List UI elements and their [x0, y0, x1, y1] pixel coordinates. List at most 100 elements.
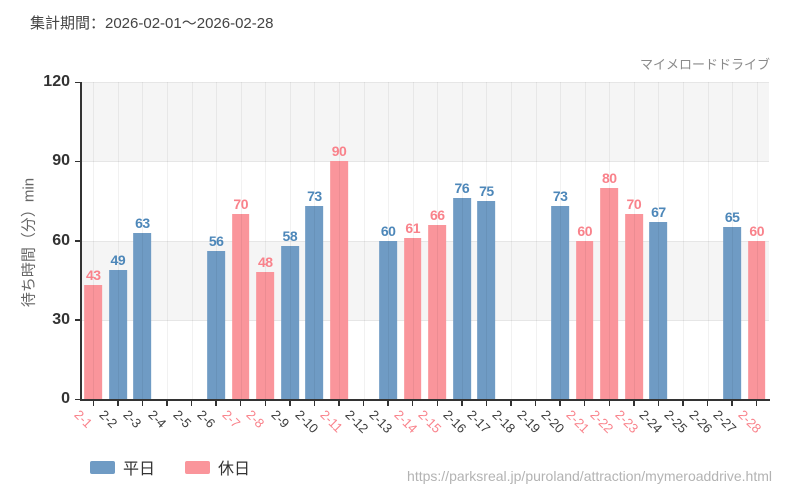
x-tick-mark	[215, 401, 217, 406]
x-tick-label: 2-4	[145, 407, 170, 431]
aggregation-period-label: 集計期間：2026-02-01～2026-02-28	[30, 15, 274, 32]
weekday-color-swatch	[90, 460, 115, 474]
x-tick-mark	[166, 401, 168, 406]
x-tick-label: 2-26	[685, 407, 715, 437]
y-axis-line	[80, 82, 82, 400]
x-tick-mark	[436, 401, 439, 406]
x-tick-label: 2-13	[366, 407, 396, 437]
x-tick-mark	[633, 401, 635, 406]
bar-value-label: 60	[749, 222, 764, 239]
bar-value-label: 49	[110, 251, 126, 268]
x-tick-label: 2-14	[391, 407, 421, 437]
h-gridline	[81, 240, 769, 242]
x-tick-mark	[264, 401, 267, 406]
bar-value-label: 60	[577, 222, 592, 239]
chart-legend: 平日 休日	[90, 455, 250, 479]
x-tick-mark	[755, 401, 758, 406]
x-tick-mark	[534, 401, 537, 406]
x-tick-mark	[141, 401, 144, 406]
holiday-bar[interactable]	[428, 224, 447, 399]
holiday-bar[interactable]	[256, 272, 275, 399]
bar-value-label: 67	[651, 204, 666, 221]
bar-value-label: 65	[724, 209, 740, 226]
bar-value-label: 58	[282, 227, 298, 244]
x-tick-label: 2-6	[194, 407, 219, 431]
bar-value-label: 48	[257, 254, 273, 271]
x-tick-mark	[239, 401, 242, 406]
x-tick-mark	[485, 401, 488, 406]
x-tick-mark	[92, 401, 95, 406]
weekday-bar[interactable]	[723, 227, 741, 399]
holiday-bar[interactable]	[84, 285, 103, 399]
legend-item-weekday[interactable]: 平日	[90, 455, 155, 479]
x-tick-label: 2-9	[268, 407, 293, 431]
weekday-bar[interactable]	[477, 200, 496, 399]
weekday-bar[interactable]	[133, 232, 152, 399]
weekday-bar[interactable]	[649, 222, 668, 399]
holiday-bar[interactable]	[330, 161, 348, 399]
x-tick-label: 2-1	[71, 407, 96, 431]
x-tick-label: 2-17	[464, 407, 494, 437]
bar-value-label: 73	[552, 188, 568, 205]
holiday-bar[interactable]	[231, 214, 250, 399]
y-tick-mark	[75, 240, 80, 242]
holiday-bar[interactable]	[747, 240, 766, 399]
x-tick-mark	[657, 401, 660, 406]
holiday-bar[interactable]	[403, 237, 422, 399]
x-tick-label: 2-8	[243, 407, 268, 431]
x-tick-label: 2-24	[636, 407, 666, 437]
h-gridline	[81, 319, 769, 321]
x-tick-mark	[313, 401, 316, 406]
y-tick-mark	[75, 319, 80, 321]
bar-value-label: 73	[307, 188, 322, 205]
weekday-bar[interactable]	[379, 240, 397, 399]
weekday-bar[interactable]	[453, 198, 471, 399]
y-tick-label: 60	[52, 231, 70, 249]
weekday-bar[interactable]	[551, 206, 569, 399]
bar-value-label: 56	[208, 233, 224, 250]
x-tick-mark	[461, 401, 463, 406]
holiday-bar[interactable]	[625, 214, 643, 399]
x-tick-label: 2-25	[661, 407, 691, 437]
x-tick-mark	[289, 401, 291, 406]
holiday-bar[interactable]	[575, 240, 594, 399]
bar-value-label: 60	[380, 222, 396, 239]
x-tick-label: 2-15	[415, 407, 445, 437]
x-tick-label: 2-23	[612, 407, 642, 437]
legend-label-weekday: 平日	[123, 461, 156, 478]
x-tick-mark	[510, 401, 512, 406]
bar-value-label: 90	[331, 143, 347, 160]
y-tick-label: 90	[52, 152, 70, 170]
x-tick-mark	[682, 401, 684, 406]
x-tick-label: 2-5	[169, 407, 194, 431]
bar-value-label: 66	[429, 206, 445, 223]
weekday-bar[interactable]	[281, 245, 299, 399]
bar-value-label: 75	[479, 182, 494, 199]
weekday-bar[interactable]	[207, 251, 225, 399]
x-tick-mark	[362, 401, 365, 406]
x-tick-label: 2-19	[513, 407, 543, 437]
bar-value-label: 61	[405, 219, 420, 236]
x-tick-label: 2-28	[735, 407, 765, 437]
x-axis-line	[80, 399, 770, 401]
weekday-bar[interactable]	[109, 269, 127, 399]
x-tick-mark	[706, 401, 709, 406]
bar-value-label: 76	[454, 180, 470, 197]
x-tick-mark	[411, 401, 414, 406]
bar-value-label: 80	[601, 169, 617, 186]
weekday-bar[interactable]	[305, 206, 324, 399]
x-tick-label: 2-27	[710, 407, 740, 437]
legend-item-holiday[interactable]: 休日	[185, 455, 250, 479]
y-tick-mark	[75, 160, 80, 163]
x-tick-label: 2-18	[489, 407, 519, 437]
x-tick-label: 2-11	[317, 407, 346, 436]
shade-band	[81, 82, 769, 162]
y-tick-label: 30	[52, 310, 70, 328]
x-tick-mark	[608, 401, 611, 406]
holiday-bar[interactable]	[600, 187, 619, 399]
h-gridline	[81, 82, 769, 83]
x-tick-mark	[338, 401, 340, 406]
h-gridline	[81, 161, 769, 163]
x-tick-mark	[583, 401, 586, 406]
x-tick-label: 2-7	[219, 407, 243, 431]
